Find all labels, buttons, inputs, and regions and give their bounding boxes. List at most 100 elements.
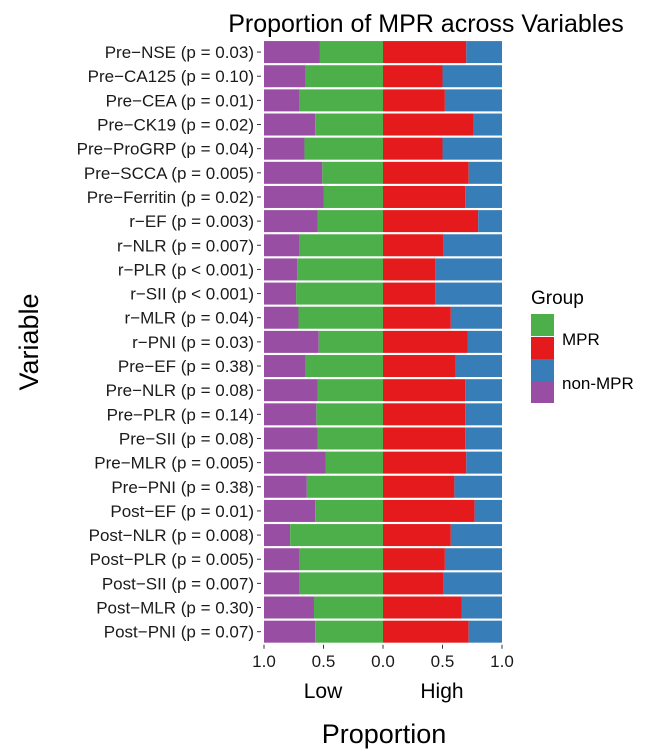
bar-low-non-mpr-14	[264, 379, 318, 402]
y-tick-label-9: r−PLR (p < 0.001)	[118, 260, 254, 279]
bar-high-mpr-13	[383, 355, 456, 378]
bar-low-mpr-13	[305, 355, 383, 378]
bar-low-non-mpr-23	[264, 596, 314, 619]
bar-high-non-mpr-0	[466, 41, 502, 64]
x-axis-title: Proportion	[322, 719, 447, 749]
bar-high-mpr-10	[383, 282, 436, 305]
bar-high-mpr-20	[383, 524, 451, 547]
bar-high-non-mpr-9	[435, 258, 502, 281]
bar-low-mpr-0	[319, 41, 383, 64]
y-tick-label-5: Pre−SCCA (p = 0.005)	[84, 164, 254, 183]
bar-low-mpr-9	[297, 258, 383, 281]
y-tick-label-16: Pre−SII (p = 0.08)	[119, 429, 254, 448]
bar-low-mpr-24	[315, 620, 383, 643]
y-tick-label-3: Pre−CK19 (p = 0.02)	[97, 116, 254, 135]
bar-high-mpr-17	[383, 451, 467, 474]
bar-low-non-mpr-11	[264, 306, 299, 329]
y-tick-label-23: Post−MLR (p = 0.30)	[96, 599, 254, 618]
bar-low-mpr-21	[299, 548, 383, 571]
bar-low-non-mpr-19	[264, 499, 316, 522]
x-tick-label-3: 0.5	[431, 652, 455, 671]
bar-high-mpr-22	[383, 572, 444, 595]
bar-high-non-mpr-23	[461, 596, 502, 619]
bar-high-mpr-7	[383, 210, 479, 233]
bar-low-mpr-5	[322, 161, 383, 184]
bar-high-mpr-12	[383, 330, 468, 353]
bar-high-non-mpr-3	[473, 113, 502, 136]
x-tick-label-0: 1.0	[252, 652, 276, 671]
bar-low-mpr-20	[290, 524, 383, 547]
bar-low-mpr-6	[323, 185, 383, 208]
x-tick-label-4: 1.0	[490, 652, 514, 671]
legend: Group MPR non-MPR	[531, 288, 634, 403]
bar-low-non-mpr-6	[264, 185, 324, 208]
bar-low-non-mpr-3	[264, 113, 316, 136]
bar-low-non-mpr-5	[264, 161, 323, 184]
bar-low-mpr-4	[304, 137, 383, 160]
bar-low-non-mpr-20	[264, 524, 291, 547]
bar-low-non-mpr-7	[264, 210, 318, 233]
bar-high-non-mpr-10	[435, 282, 502, 305]
bar-low-non-mpr-16	[264, 427, 318, 450]
y-tick-label-1: Pre−CA125 (p = 0.10)	[88, 67, 254, 86]
y-tick-label-14: Pre−NLR (p = 0.08)	[106, 381, 254, 400]
y-tick-label-11: r−MLR (p = 0.04)	[125, 309, 254, 328]
bar-low-mpr-11	[298, 306, 383, 329]
bar-high-mpr-18	[383, 475, 455, 498]
bar-low-non-mpr-2	[264, 89, 300, 112]
y-tick-label-4: Pre−ProGRP (p = 0.04)	[77, 140, 254, 159]
bar-high-non-mpr-6	[465, 185, 502, 208]
y-tick-label-2: Pre−CEA (p = 0.01)	[106, 91, 254, 110]
bar-high-non-mpr-18	[454, 475, 502, 498]
bar-low-non-mpr-13	[264, 355, 306, 378]
bar-high-non-mpr-24	[468, 620, 502, 643]
bar-low-mpr-3	[315, 113, 383, 136]
legend-key-mpr-lower	[531, 337, 554, 359]
y-tick-label-21: Post−PLR (p = 0.005)	[90, 550, 254, 569]
y-tick-label-6: Pre−Ferritin (p = 0.02)	[87, 188, 254, 207]
y-tick-label-24: Post−PNI (p = 0.07)	[104, 623, 254, 642]
legend-key-non-mpr-upper	[531, 359, 554, 381]
bar-high-mpr-5	[383, 161, 469, 184]
y-axis-title: Variable	[14, 293, 44, 390]
bar-high-non-mpr-4	[442, 137, 502, 160]
bar-high-mpr-21	[383, 548, 445, 571]
bar-high-mpr-24	[383, 620, 469, 643]
y-tick-label-18: Pre−PNI (p = 0.38)	[111, 478, 254, 497]
bar-high-mpr-1	[383, 65, 443, 88]
bar-low-non-mpr-12	[264, 330, 319, 353]
bar-low-non-mpr-18	[264, 475, 307, 498]
bar-high-mpr-14	[383, 379, 466, 402]
bar-high-non-mpr-20	[450, 524, 502, 547]
side-label-high: High	[420, 680, 463, 703]
chart-title: Proportion of MPR across Variables	[228, 10, 624, 38]
bar-high-mpr-9	[383, 258, 436, 281]
bar-high-non-mpr-12	[467, 330, 502, 353]
bar-low-mpr-10	[296, 282, 383, 305]
y-tick-label-19: Post−EF (p = 0.01)	[110, 502, 254, 521]
y-tick-label-8: r−NLR (p = 0.007)	[117, 236, 254, 255]
bar-low-mpr-14	[317, 379, 383, 402]
bar-high-non-mpr-11	[450, 306, 502, 329]
bar-low-mpr-16	[317, 427, 383, 450]
legend-key-mpr	[531, 314, 554, 336]
legend-key-non-mpr	[531, 381, 554, 403]
bar-high-non-mpr-8	[443, 234, 502, 257]
y-tick-label-10: r−SII (p < 0.001)	[130, 285, 254, 304]
bar-high-non-mpr-17	[466, 451, 502, 474]
bar-high-non-mpr-5	[468, 161, 502, 184]
bar-low-mpr-8	[299, 234, 383, 257]
bar-low-mpr-22	[299, 572, 383, 595]
bar-high-non-mpr-19	[474, 499, 502, 522]
bar-low-mpr-7	[317, 210, 383, 233]
bar-low-non-mpr-22	[264, 572, 300, 595]
bar-low-mpr-2	[299, 89, 383, 112]
bar-high-non-mpr-13	[455, 355, 502, 378]
bar-low-non-mpr-21	[264, 548, 300, 571]
bar-high-non-mpr-22	[443, 572, 502, 595]
legend-keys	[531, 314, 554, 403]
x-axis-ticks: 1.0 0.5 0.0 0.5 1.0	[252, 644, 514, 671]
y-tick-label-20: Post−NLR (p = 0.008)	[89, 526, 254, 545]
bar-high-non-mpr-2	[444, 89, 502, 112]
